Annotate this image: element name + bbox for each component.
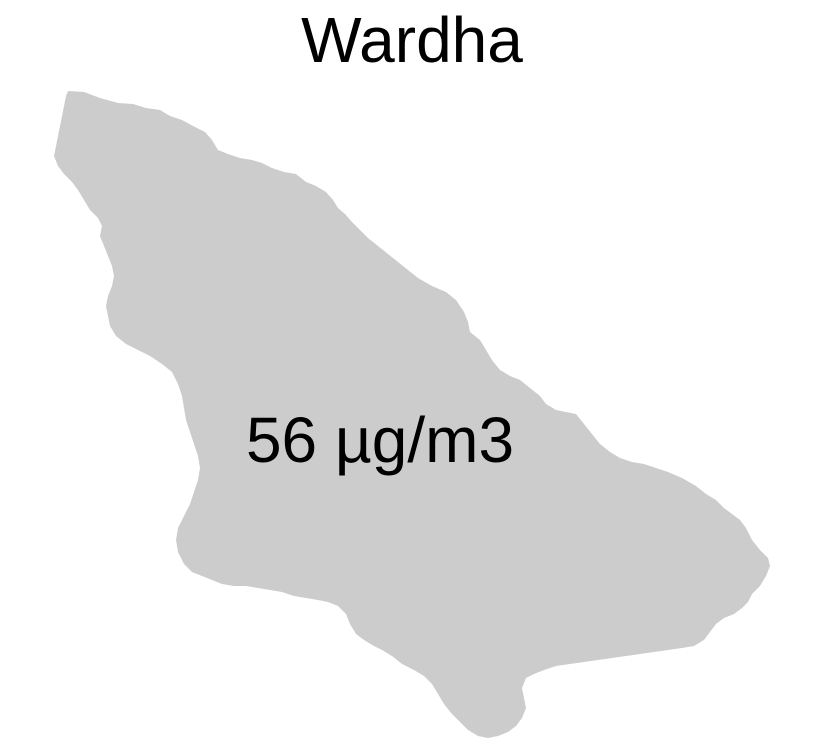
map-title: Wardha bbox=[301, 4, 523, 76]
district-value-label: 56 µg/m3 bbox=[246, 404, 514, 476]
district-boundary-shape bbox=[54, 91, 770, 738]
